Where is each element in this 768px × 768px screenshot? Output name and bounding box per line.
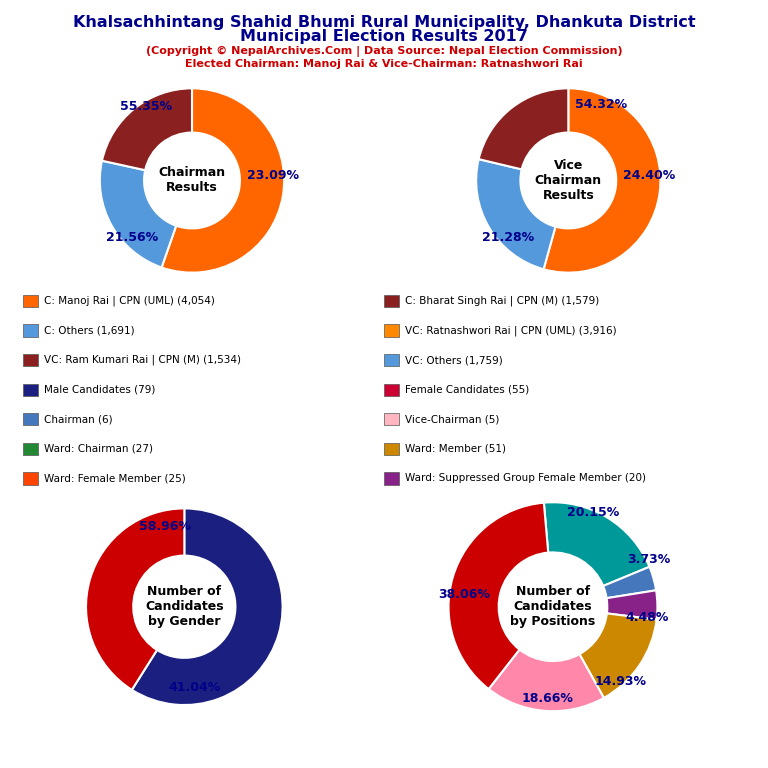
Text: VC: Ram Kumari Rai | CPN (M) (1,534): VC: Ram Kumari Rai | CPN (M) (1,534) [44, 355, 241, 366]
Text: 38.06%: 38.06% [439, 588, 490, 601]
Wedge shape [161, 88, 284, 273]
Wedge shape [607, 591, 657, 620]
Wedge shape [603, 567, 656, 598]
Text: 20.15%: 20.15% [567, 506, 619, 519]
Text: 18.66%: 18.66% [521, 692, 574, 705]
Text: Number of
Candidates
by Positions: Number of Candidates by Positions [510, 585, 596, 628]
Text: Vice
Chairman
Results: Vice Chairman Results [535, 159, 602, 202]
Wedge shape [102, 88, 192, 170]
Text: Chairman
Results: Chairman Results [158, 167, 226, 194]
Text: Number of
Candidates
by Gender: Number of Candidates by Gender [145, 585, 223, 628]
Text: Elected Chairman: Manoj Rai & Vice-Chairman: Ratnashwori Rai: Elected Chairman: Manoj Rai & Vice-Chair… [185, 59, 583, 69]
Text: 54.32%: 54.32% [574, 98, 627, 111]
Text: 24.40%: 24.40% [624, 170, 676, 182]
Text: Khalsachhintang Shahid Bhumi Rural Municipality, Dhankuta District: Khalsachhintang Shahid Bhumi Rural Munic… [73, 15, 695, 31]
Wedge shape [132, 508, 283, 705]
Wedge shape [476, 159, 555, 270]
Wedge shape [488, 650, 604, 711]
Text: 41.04%: 41.04% [168, 680, 220, 694]
Text: C: Others (1,691): C: Others (1,691) [44, 326, 134, 336]
Wedge shape [449, 503, 548, 689]
Text: Female Candidates (55): Female Candidates (55) [405, 385, 529, 395]
Text: Ward: Suppressed Group Female Member (20): Ward: Suppressed Group Female Member (20… [405, 473, 646, 484]
Text: 4.48%: 4.48% [625, 611, 669, 624]
Wedge shape [579, 614, 657, 698]
Text: 55.35%: 55.35% [120, 101, 172, 113]
Text: 14.93%: 14.93% [595, 675, 647, 688]
Wedge shape [86, 508, 184, 690]
Text: Vice-Chairman (5): Vice-Chairman (5) [405, 414, 499, 425]
Text: Ward: Chairman (27): Ward: Chairman (27) [44, 444, 153, 454]
Text: C: Bharat Singh Rai | CPN (M) (1,579): C: Bharat Singh Rai | CPN (M) (1,579) [405, 296, 599, 306]
Text: 23.09%: 23.09% [247, 170, 299, 182]
Text: Ward: Female Member (25): Ward: Female Member (25) [44, 473, 186, 484]
Text: 21.28%: 21.28% [482, 231, 535, 244]
Wedge shape [544, 88, 660, 273]
Text: C: Manoj Rai | CPN (UML) (4,054): C: Manoj Rai | CPN (UML) (4,054) [44, 296, 214, 306]
Text: Municipal Election Results 2017: Municipal Election Results 2017 [240, 29, 528, 45]
Wedge shape [100, 161, 176, 267]
Text: Chairman (6): Chairman (6) [44, 414, 112, 425]
Wedge shape [478, 88, 568, 170]
Text: VC: Others (1,759): VC: Others (1,759) [405, 355, 502, 366]
Text: Ward: Member (51): Ward: Member (51) [405, 444, 506, 454]
Text: 58.96%: 58.96% [139, 520, 190, 533]
Wedge shape [544, 502, 650, 586]
Text: (Copyright © NepalArchives.Com | Data Source: Nepal Election Commission): (Copyright © NepalArchives.Com | Data So… [146, 46, 622, 57]
Text: Male Candidates (79): Male Candidates (79) [44, 385, 155, 395]
Text: 21.56%: 21.56% [106, 231, 158, 244]
Text: 3.73%: 3.73% [627, 553, 670, 566]
Text: VC: Ratnashwori Rai | CPN (UML) (3,916): VC: Ratnashwori Rai | CPN (UML) (3,916) [405, 326, 617, 336]
